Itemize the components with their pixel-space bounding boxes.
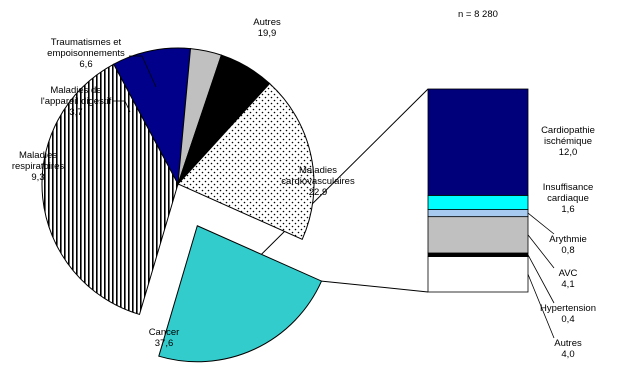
bar-label-cardiopathie-ischemique: Cardiopathie ischémique 12,0 xyxy=(541,125,595,158)
pie-slice-autres xyxy=(177,82,315,240)
bar-leader-arythmie xyxy=(527,212,555,235)
connector-bottom xyxy=(321,280,429,293)
pie-slice-maladies-respiratoires xyxy=(113,47,192,186)
chart-labels: Maladies cardiovasculaires 22,9 Cancer 37,6 M… xyxy=(12,17,596,360)
bar-label-arythmie: Arythmie 0,8 xyxy=(549,234,586,256)
bar-segment-cardiopathie-ischemique xyxy=(427,88,529,196)
pie-label-maladies-de-l-appareil-digestif: Maladies de l'appareil digestif 3,7 xyxy=(41,85,112,118)
bar-label-insuffisance-cardiaque: Insuffisance cardiaque 1,6 xyxy=(543,182,594,215)
pie-slice-maladies-cardiovasculaires xyxy=(158,225,323,363)
bar-label-hypertension: Hypertension 0,4 xyxy=(540,303,596,325)
leader-digestif xyxy=(113,100,131,113)
pie-label-cancer: Cancer 37,6 xyxy=(149,327,180,349)
bar-leader-autres xyxy=(527,274,555,339)
pie-label-traumatismes-et-empoisonnements: Traumatismes et empoisonnements 6,6 xyxy=(47,37,125,70)
bar-segment-arythmie xyxy=(427,209,529,218)
bar-leader-hypertension xyxy=(527,254,555,304)
bar-segment-avc xyxy=(427,216,529,254)
pie-label-autres: Autres 19,9 xyxy=(253,17,281,39)
stacked-bar xyxy=(427,88,529,293)
bar-segment-insuffisance-cardiaque xyxy=(427,194,529,210)
pie-chart xyxy=(41,47,323,363)
pie-slice-cancer xyxy=(41,63,179,316)
sample-size-annotation: n = 8 280 xyxy=(458,9,498,20)
bar-leader-avc xyxy=(527,234,555,269)
leader-traumatismes xyxy=(129,55,157,88)
bar-segment-autres xyxy=(427,256,529,293)
bar-label-autres: Autres 4,0 xyxy=(554,338,582,360)
pie-label-maladies-cardiovasculaires: Maladies cardiovasculaires 22,9 xyxy=(281,165,355,198)
bar-segment-hypertension xyxy=(427,252,529,257)
bar-label-avc: AVC 4,1 xyxy=(559,268,578,290)
pie-label-maladies-respiratoires: Maladies respiratoires 9,3 xyxy=(12,150,65,183)
